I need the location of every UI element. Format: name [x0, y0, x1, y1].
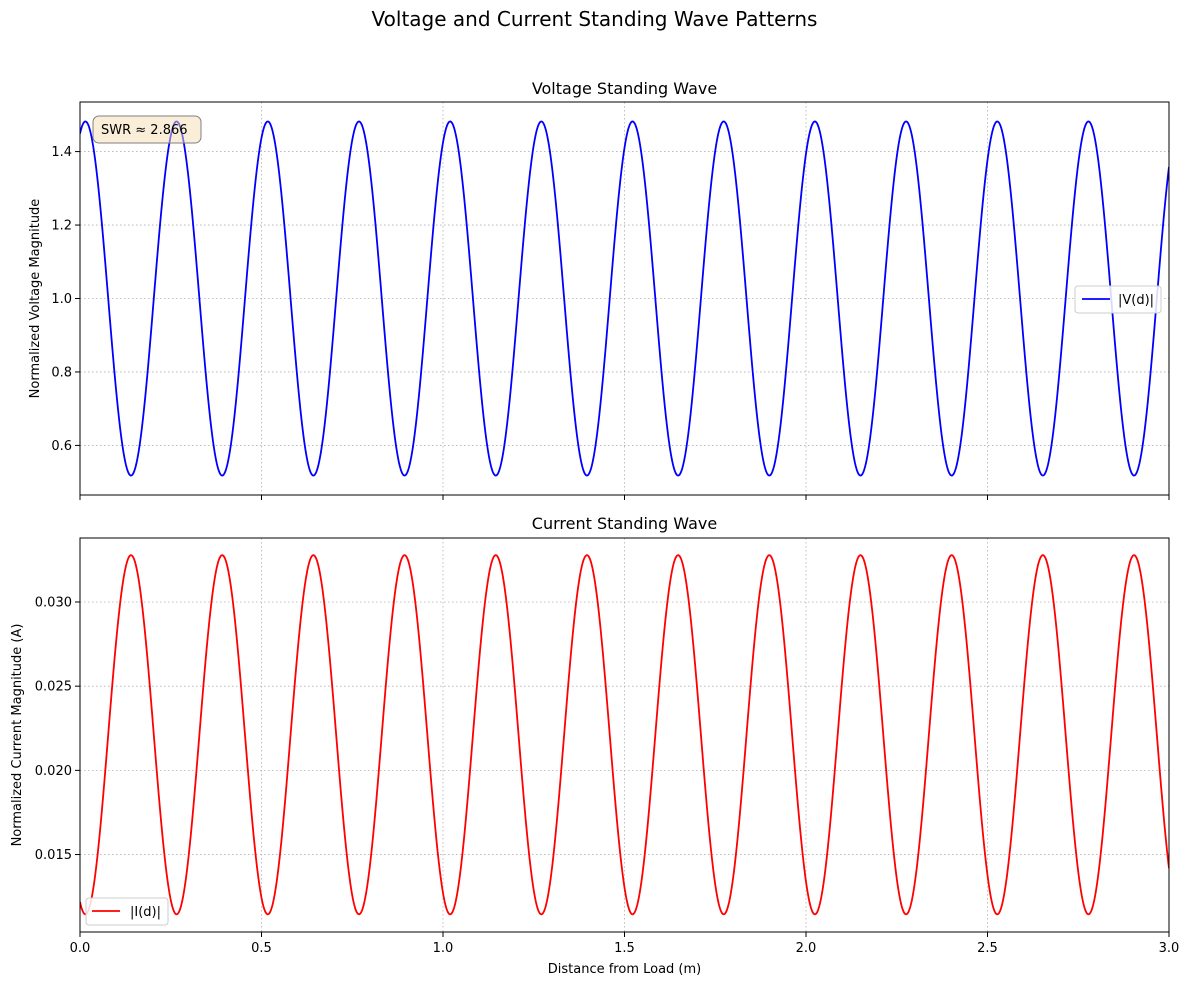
i-y-tick-label: 0.020 — [35, 764, 72, 779]
current-y-axis-label: Normalized Current Magnitude (A) — [10, 624, 25, 847]
current-plot: Current Standing Wave 0.015 0.020 0.025 0.0… — [10, 514, 1179, 977]
i-x-tick-label: 0.0 — [70, 941, 91, 956]
current-x-axis-label: Distance from Load (m) — [548, 962, 702, 977]
i-x-tick-label: 2.5 — [977, 941, 998, 956]
i-y-tick-label: 0.015 — [35, 848, 72, 863]
figure-title: Voltage and Current Standing Wave Patter… — [372, 7, 818, 31]
v-y-tick-label: 1.0 — [51, 292, 72, 307]
v-y-tick-label: 0.8 — [51, 365, 72, 380]
v-y-tick-label: 1.2 — [51, 219, 72, 234]
swr-annotation-text: SWR ≈ 2.866 — [101, 123, 188, 138]
i-y-tick-label: 0.030 — [35, 595, 72, 610]
v-y-tick-label: 1.4 — [51, 145, 72, 160]
i-x-tick-label: 0.5 — [251, 941, 272, 956]
voltage-plot-title: Voltage Standing Wave — [532, 79, 717, 98]
voltage-legend: |V(d)| — [1075, 286, 1161, 313]
voltage-plot: Voltage Standing Wave 0.6 0.8 1.0 1.2 1.4 No… — [28, 79, 1169, 500]
i-y-tick-label: 0.025 — [35, 680, 72, 695]
voltage-legend-label: |V(d)| — [1118, 293, 1154, 308]
voltage-y-axis-label: Normalized Voltage Magnitude — [28, 199, 43, 399]
i-x-tick-label: 1.0 — [433, 941, 454, 956]
current-plot-title: Current Standing Wave — [532, 514, 717, 533]
i-x-tick-label: 2.0 — [796, 941, 817, 956]
i-x-tick-label: 3.0 — [1159, 941, 1180, 956]
i-x-tick-label: 1.5 — [614, 941, 635, 956]
current-legend-label: |I(d)| — [130, 905, 161, 920]
v-y-tick-label: 0.6 — [51, 439, 72, 454]
swr-annotation: SWR ≈ 2.866 — [93, 116, 201, 143]
current-legend: |I(d)| — [86, 898, 168, 925]
